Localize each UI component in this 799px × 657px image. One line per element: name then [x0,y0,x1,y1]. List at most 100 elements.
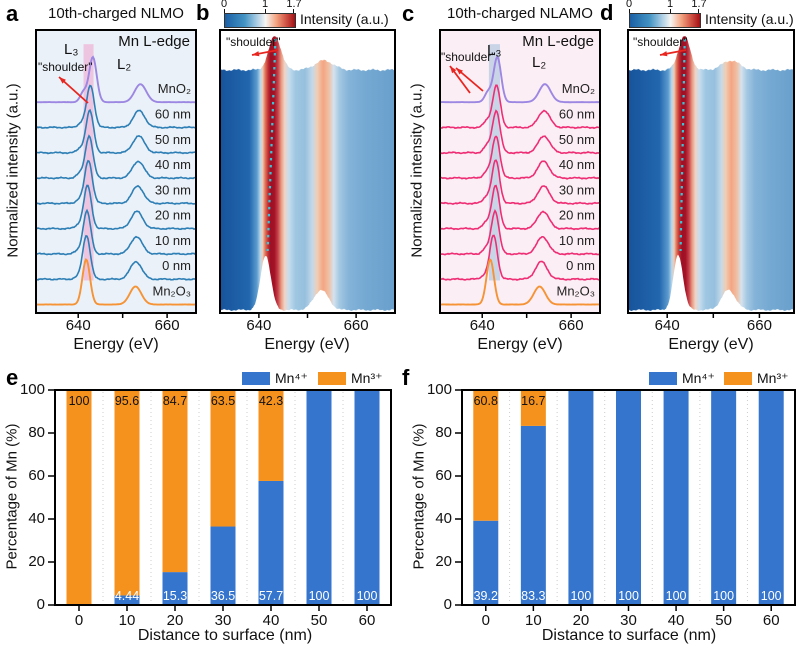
bar-mn3-10 [520,390,546,426]
curve-label: 60 nm [155,106,191,121]
bar-value-bottom: 15.3 [163,589,187,603]
y-tick-label: 40 [28,510,45,527]
colorbar-b-tick-2: 1.7 [286,0,302,10]
x-axis-label-c: Energy (eV) [477,336,563,353]
bar-value-top: 84.7 [163,394,187,408]
x-tick-label: 10 [118,612,136,629]
bar-value-bottom: 36.5 [211,589,235,603]
x-tick-label: 640 [654,317,680,334]
bar-mn4-10 [114,595,140,605]
bar-mn3-0 [66,390,92,605]
colorbar-d-tickmark-2 [698,9,699,13]
colorbar-b-tickmark-0 [224,9,225,13]
colorbar-b [224,13,296,28]
x-axis-label-e: Distance to surface (nm) [137,627,313,644]
bar-value-bottom: 100 [713,589,734,603]
bar-mn4-20 [568,390,594,605]
bar-mn3-30 [210,390,236,527]
colorbar-d-tickmark-0 [629,9,630,13]
curve-label: 40 nm [155,157,191,172]
l3-peak-label-c: L₃ [487,42,502,59]
l2-peak-label-a: L₂ [117,56,132,73]
x-tick-label: 60 [358,612,376,629]
bar-value-bottom: 100 [357,589,378,603]
colorbar-b-tick-0: 0 [220,0,228,10]
colorbar-b-label: Intensity (a.u.) [300,11,389,27]
x-tick-label: 40 [667,612,685,629]
x-tick-label: 20 [166,612,184,629]
bar-value-top: 16.7 [521,394,545,408]
x-axis-label-d: Energy (eV) [668,336,754,353]
curve-label: 0 nm [566,258,595,273]
bar-mn4-20 [162,572,188,605]
bar-chart-nlmo: 100 95.6 4.44 84.7 15.3 63.5 36.5 42.3 57.7 100 10… [48,389,392,611]
y-tick-label: 80 [435,424,452,441]
colorbar-d-tickmark-1 [670,9,671,13]
x-tick-label: 660 [154,317,180,334]
x-tick-label: 660 [343,317,369,334]
curve-label: Mn₂O₃ [152,284,191,299]
bar-value-bottom: 39.2 [474,589,498,603]
bar-svg-f: 60.8 39.2 16.7 83.3 100 100 100 100 100 [455,389,796,611]
bar-value-bottom: 4.44 [115,589,139,603]
curve-label: MnO₂ [158,81,191,96]
curve-label: 30 nm [559,182,595,197]
l2-peak-label-c: L₂ [532,54,547,71]
edge-label-c: Mn L-edge [522,33,594,50]
bar-mn4-40 [663,390,689,605]
y-tick-label: 40 [435,510,452,527]
bar-value-bottom: 100 [618,589,639,603]
bar-mn4-60 [354,390,380,605]
bar-svg-e: 100 95.6 4.44 84.7 15.3 63.5 36.5 42.3 57.7 100 10… [48,389,392,611]
curve-label: 10 nm [559,233,595,248]
legend-swatch-mn3-f [724,372,752,385]
bar-value-top: 95.6 [115,394,139,408]
x-tick-label: 640 [469,317,495,334]
colorbar-d-tick-0: 0 [625,0,633,10]
curve-label: Mn₂O₃ [556,284,595,299]
x-tick-label: 660 [558,317,584,334]
legend-label-mn3-f: Mn³⁺ [757,370,789,386]
panel-label-d: d [600,0,614,25]
x-axis-label-a: Energy (eV) [73,336,159,353]
y-tick-label: 100 [19,381,45,398]
x-axis-label-b: Energy (eV) [264,336,350,353]
legend-label-mn4-e: Mn⁴⁺ [275,370,308,386]
bar-mn4-40 [258,480,284,605]
edge-label-a: Mn L-edge [118,33,190,50]
curve-label: 60 nm [559,106,595,121]
curve-label: 10 nm [155,233,191,248]
bar-value-bottom: 83.3 [521,589,545,603]
bar-mn4-50 [306,390,332,605]
x-tick-label: 30 [214,612,232,629]
y-axis-label-a: Normalized intensity (a.u.) [4,83,22,258]
x-tick-label: 640 [246,317,272,334]
x-tick-label: 20 [572,612,590,629]
x-tick-label: 0 [481,612,490,629]
curve-label: 20 nm [155,208,191,223]
bar-value-bottom: 100 [570,589,591,603]
bar-value-bottom: 100 [309,589,330,603]
bar-mn4-10 [520,425,546,605]
spectra-svg-a: MnO₂ 60 nm 50 nm 40 nm 30 nm 20 nm 10 nm 0 nm Mn… [35,29,197,318]
y-tick-label: 80 [28,424,45,441]
colorbar-d-tick-2: 1.7 [691,0,707,10]
legend-swatch-mn4-f [649,372,677,385]
bar-value-top: 100 [69,394,90,408]
shoulder-annotation-c: "shoulder" [441,50,496,64]
y-tick-label: 20 [28,553,45,570]
x-tick-label: 50 [310,612,328,629]
bar-value-top: 63.5 [211,394,235,408]
spectra-plot-nlmo: MnO₂ 60 nm 50 nm 40 nm 30 nm 20 nm 10 nm 0 nm Mn… [35,29,197,318]
x-axis-label-f: Distance to surface (nm) [541,627,717,644]
colorbar-b-tickmark-2 [293,9,294,13]
bar-value-top: 42.3 [259,394,283,408]
heatmap-svg-b [219,29,396,318]
panel-label-f: f [402,365,410,390]
x-tick-label: 40 [262,612,280,629]
y-tick-label: 0 [443,596,452,613]
l3-peak-label-a: L₃ [64,41,79,58]
legend-swatch-mn3-e [318,372,346,385]
x-tick-label: 0 [74,612,84,629]
